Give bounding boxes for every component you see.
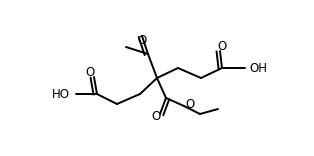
Text: O: O [151, 110, 161, 124]
Text: OH: OH [249, 61, 267, 75]
Text: O: O [185, 98, 194, 112]
Text: HO: HO [52, 88, 70, 100]
Text: O: O [217, 41, 227, 54]
Text: O: O [137, 34, 147, 47]
Text: O: O [85, 66, 95, 80]
